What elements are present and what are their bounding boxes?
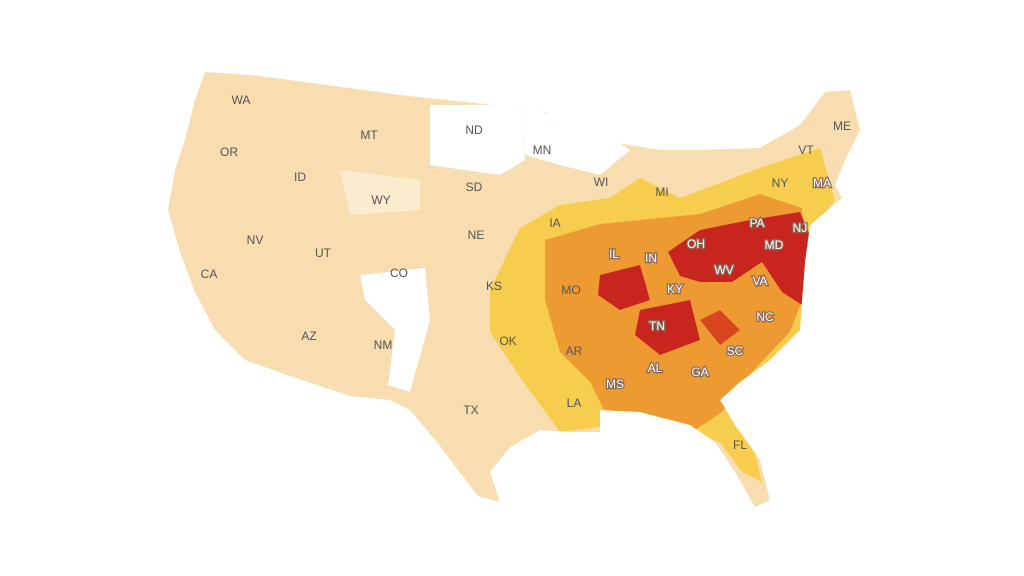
state-label: VA [752,274,767,288]
state-label: NY [772,176,789,190]
state-label: OR [220,145,238,159]
state-label: MT [360,128,378,142]
state-label: CO [390,266,408,280]
state-label: ME [833,119,851,133]
state-label: NV [247,233,264,247]
state-label: CA [201,267,218,281]
state-label: WY [371,193,390,207]
state-label: SD [466,180,483,194]
state-label: GA [691,365,708,379]
state-label: MA [813,176,831,190]
state-label: PA [749,216,764,230]
state-label: UT [315,246,332,260]
state-label: NC [756,310,774,324]
very-high-region [700,310,740,345]
state-labels: WA OR CA ID NV MT WY UT AZ CO NM ND SD N… [201,93,851,452]
state-label: WI [594,175,609,189]
state-label: OK [499,334,516,348]
state-label: NE [468,228,485,242]
state-label: FL [733,438,747,452]
state-label: TN [649,319,665,333]
state-label: AL [648,361,663,375]
state-label: WA [232,93,251,107]
map-fill [168,72,860,507]
low-region [340,170,420,215]
low-region [430,105,525,175]
state-label: KS [486,279,502,293]
state-label: ND [465,123,483,137]
state-label: AZ [301,329,316,343]
state-label: SC [727,344,744,358]
state-label: MD [765,238,784,252]
state-label: MN [533,143,552,157]
state-label: VT [798,143,814,157]
state-label: IN [645,251,657,265]
state-label: WV [714,263,733,277]
state-label: ID [294,170,306,184]
state-label: MI [655,185,668,199]
state-label: TX [463,403,478,417]
state-label: MO [561,283,580,297]
state-label: NM [374,338,393,352]
state-label: NJ [793,221,808,235]
state-label: IA [549,216,560,230]
very-high-region [635,300,700,355]
state-label: OH [687,237,705,251]
low-region [520,105,630,175]
state-label: IL [609,247,619,261]
very-high-region [668,212,812,305]
state-label: MS [606,377,624,391]
state-label: AR [566,344,583,358]
state-label: LA [567,396,582,410]
very-high-region [598,265,650,310]
state-label: KY [667,282,683,296]
low-region [360,268,430,392]
